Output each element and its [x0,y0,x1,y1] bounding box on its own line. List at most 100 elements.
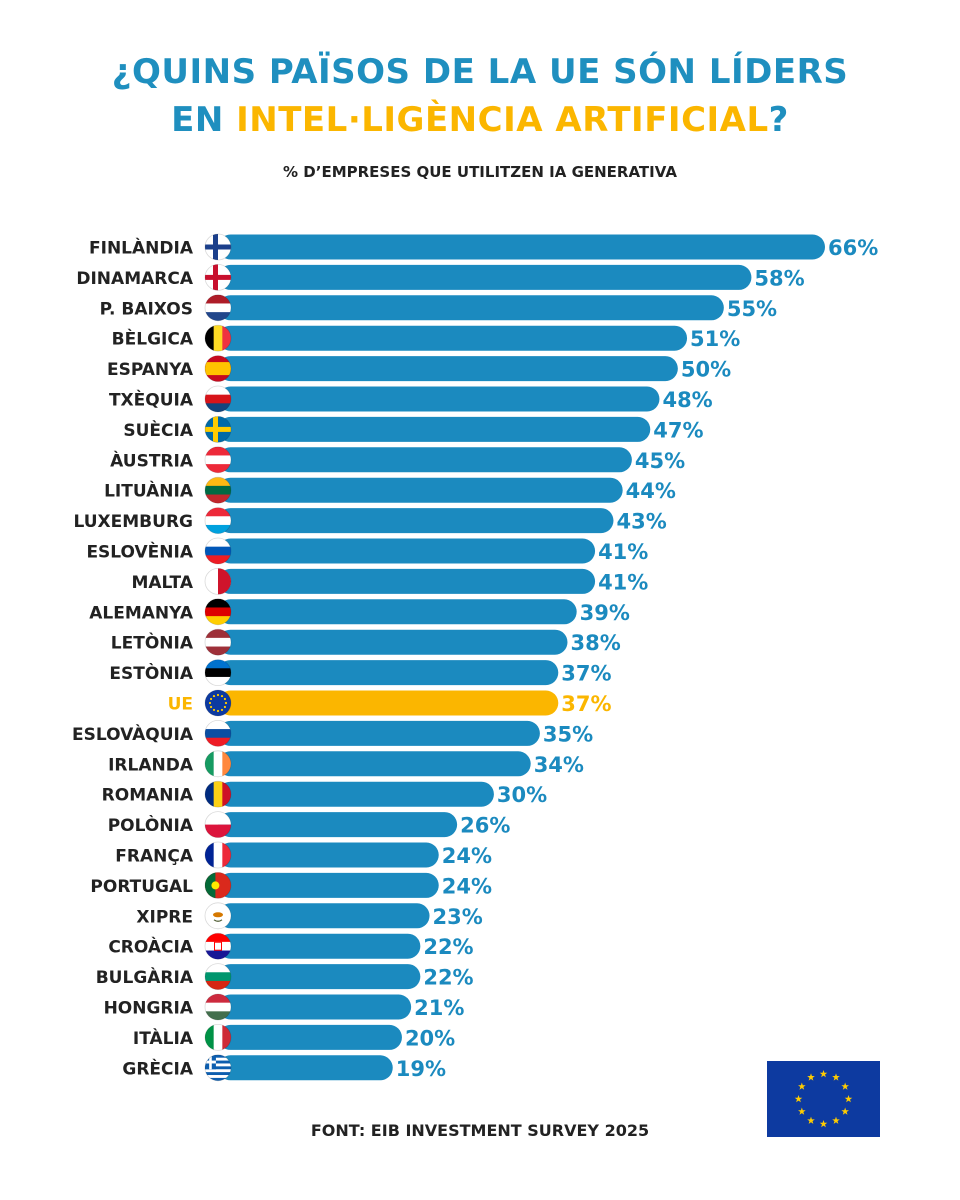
value-label: 37% [561,662,611,686]
bar-row: DINAMARCA 58% [76,263,805,291]
bar-row: ESTÒNIA 37% [109,659,612,686]
eu-star-icon [844,1095,853,1103]
denmark-flag-icon [205,264,231,291]
title-line-2-prefix: EN [171,100,237,140]
category-label: ÀUSTRIA [110,449,194,471]
bar-chart: FINLÀNDIA 66% DINAMARCA 58% P. BAIXOS 55% BÈLG… [72,233,878,1082]
value-label: 39% [580,601,630,625]
value-label: 58% [754,266,804,290]
bar [218,660,559,686]
value-label: 44% [626,479,676,503]
spain-flag-icon [205,355,231,382]
eu-star-icon [819,1120,828,1128]
hungary-flag-icon [205,994,231,1020]
bar [218,447,632,473]
bar [218,812,458,838]
category-label: TXÈQUIA [109,389,194,411]
value-label: 41% [598,540,648,564]
bar-row: MALTA 41% [131,568,648,595]
latvia-flag-icon [205,629,231,656]
value-label: 51% [690,327,740,351]
bar-row: ESPANYA 50% [107,355,731,383]
bar [218,508,614,534]
value-label: 45% [635,449,685,473]
bar [218,964,421,990]
belgium-flag-icon [205,325,231,352]
eu-star-icon [807,1116,815,1124]
bar-row: ESLOVÈNIA 41% [86,537,648,565]
value-label: 35% [543,722,593,746]
bar-row: FINLÀNDIA 66% [89,233,878,261]
value-label: 47% [653,418,703,442]
category-label: LUXEMBURG [74,512,193,532]
poland-flag-icon [205,811,231,838]
category-label: CROÀCIA [108,936,194,958]
value-label: 21% [414,996,464,1020]
value-label: 30% [497,783,547,807]
bar [218,356,678,382]
chart-subtitle: % D’EMPRESES QUE UTILITZEN IA GENERATIVA [283,163,677,181]
category-label: FRANÇA [115,847,194,867]
title-line-1-text: ¿QUINS PAÏSOS DE LA UE SÓN LÍDERS [111,52,849,92]
bar-row: POLÒNIA 26% [108,811,510,838]
category-label: HONGRIA [104,999,194,1019]
category-label: ESLOVÈNIA [86,541,193,563]
value-label: 37% [561,692,611,716]
value-label: 38% [570,631,620,655]
bar-row: XIPRE 23% [136,902,483,930]
eu-star-icon [841,1082,849,1090]
title-line-1: ¿QUINS PAÏSOS DE LA UE SÓN LÍDERS [0,52,960,92]
germany-flag-icon [205,598,231,625]
bar-row: GRÈCIA 19% [122,1054,446,1082]
bar-row: TXÈQUIA 48% [109,385,713,413]
value-label: 26% [460,814,510,838]
luxembourg-flag-icon [205,507,231,534]
bar-row: UE 37% [168,689,612,717]
malta-flag-icon [205,568,231,595]
czechia-flag-icon [205,386,231,412]
bar [218,416,651,442]
category-label: IRLANDA [108,755,194,775]
italy-flag-icon [205,1024,231,1051]
eu-star-icon [807,1073,815,1081]
bar [218,781,494,807]
portugal-flag-icon [205,872,231,899]
category-label: DINAMARCA [76,269,193,289]
bar [218,751,531,777]
bar-row: ESLOVÀQUIA 35% [72,720,593,747]
bar [218,690,559,716]
bar-row: LETÒNIA 38% [111,628,621,656]
eu-star-icon [798,1107,806,1115]
title-line-2-highlight: INTEL·LIGÈNCIA ARTIFICIAL [236,100,769,140]
bar [218,568,596,594]
bar-row: LITUÀNIA 44% [104,476,676,504]
bar-row: HONGRIA 21% [104,993,464,1021]
bar [218,325,688,351]
category-label: UE [168,695,193,715]
bulgaria-flag-icon [205,963,231,990]
category-label: MALTA [131,573,193,593]
value-label: 55% [727,297,777,321]
bar [218,538,596,564]
bar-row: ÀUSTRIA 45% [110,446,685,474]
value-label: 23% [433,905,483,929]
eu-star-icon [819,1070,828,1078]
title-line-2: EN INTEL·LIGÈNCIA ARTIFICIAL? [0,100,960,140]
category-label: LITUÀNIA [104,480,194,502]
value-label: 41% [598,570,648,594]
bar-row: BULGÀRIA 22% [96,963,474,990]
eu-star-icon [798,1082,806,1090]
eu-star-icon [832,1116,840,1124]
value-label: 24% [442,874,492,898]
france-flag-icon [205,842,231,868]
bar-row: LUXEMBURG 43% [74,507,667,534]
bar-row: PORTUGAL 24% [90,872,492,899]
bar [218,295,724,321]
bar-row: CROÀCIA 22% [108,932,474,960]
bar [218,477,623,503]
bar [218,872,439,898]
romania-flag-icon [205,781,231,808]
eu-flag-icon [767,1061,880,1137]
category-label: ITÀLIA [133,1027,194,1049]
slovakia-flag-icon [205,720,231,747]
